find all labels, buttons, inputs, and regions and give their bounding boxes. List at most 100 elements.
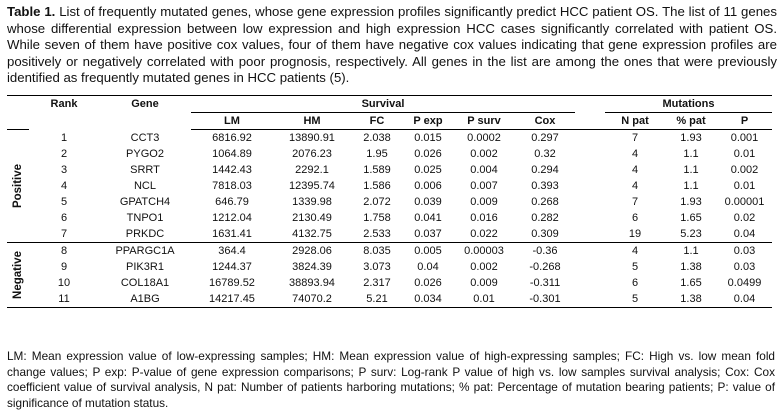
- cell-fc: 1.758: [363, 212, 391, 224]
- table-row: 6 TNPO1 1212.04 2130.49 1.758 0.041 0.016 0.282…: [7, 210, 772, 226]
- cell-pct-pat: 1.1: [683, 245, 699, 257]
- cell-pct-pat: 1.38: [680, 261, 702, 273]
- cell-p: 0.002: [730, 164, 759, 176]
- cell-p-exp: 0.015: [414, 132, 442, 144]
- cell-hm: 3824.39: [292, 261, 332, 273]
- table-label: Table 1.: [7, 4, 56, 19]
- cell-cox: 0.282: [531, 212, 559, 224]
- cell-cox: 0.268: [531, 196, 559, 208]
- cell-pct-pat: 1.1: [683, 180, 699, 192]
- cell-n-pat: 6: [631, 212, 639, 224]
- cell-fc: 1.589: [363, 164, 391, 176]
- table-row: Negative 8 PPARGC1A 364.4 2928.06 8.035 0.005 0…: [7, 242, 772, 308]
- cell-fc: 1.586: [363, 180, 391, 192]
- cell-pct-pat: 1.93: [680, 132, 702, 144]
- cell-hm: 13890.91: [289, 132, 335, 144]
- cell-rank: 10: [57, 277, 71, 289]
- cell-p-surv: 0.002: [470, 148, 498, 160]
- col-p-surv: P surv: [453, 112, 515, 130]
- cell-p-surv: 0.01: [453, 291, 515, 308]
- cell-fc: 3.073: [363, 261, 391, 273]
- cell-p-surv: 0.002: [470, 261, 498, 273]
- cell-cox: 0.297: [531, 132, 559, 144]
- cell-p: 0.00001: [724, 196, 765, 208]
- cell-hm: 4132.75: [273, 226, 351, 243]
- cell-gene: GPATCH4: [119, 196, 171, 208]
- cell-fc: 5.21: [351, 291, 403, 308]
- cell-gene: PIK3R1: [126, 261, 164, 273]
- cell-pct-pat: 1.65: [680, 277, 702, 289]
- cell-p: 0.04: [717, 291, 772, 308]
- cell-p: 0.0499: [727, 277, 762, 289]
- cell-rank: 9: [60, 261, 68, 273]
- cell-rank: 2: [60, 148, 68, 160]
- cell-cox: -0.311: [529, 277, 561, 289]
- cell-rank: 3: [60, 164, 68, 176]
- cell-rank: 5: [60, 196, 68, 208]
- cell-n-pat: 5: [605, 291, 665, 308]
- cell-lm: 7818.03: [212, 180, 252, 192]
- cell-pct-pat: 1.1: [683, 148, 699, 160]
- cell-cox: 0.32: [534, 148, 556, 160]
- cell-hm: 2130.49: [292, 212, 332, 224]
- cell-p: 0.03: [733, 261, 756, 273]
- cell-p-exp: 0.006: [414, 180, 442, 192]
- cell-rank: 8: [60, 245, 68, 257]
- cell-hm: 74070.2: [273, 291, 351, 308]
- cell-cox: -0.268: [529, 261, 561, 273]
- cell-n-pat: 5: [631, 261, 639, 273]
- col-pct-pat: % pat: [665, 112, 717, 130]
- cell-p-exp: 0.041: [414, 212, 442, 224]
- table-row: 7 PRKDC 1631.41 4132.75 2.533 0.037 0.022 0.309…: [7, 226, 772, 243]
- cell-p-exp: 0.026: [414, 277, 442, 289]
- cell-gene: SRRT: [130, 164, 160, 176]
- cell-pct-pat: 1.93: [680, 196, 702, 208]
- cell-p-surv: 0.0002: [467, 132, 501, 144]
- cell-p-surv: 0.016: [470, 212, 498, 224]
- table-caption: Table 1. List of frequently mutated gene…: [7, 4, 777, 87]
- cell-p-surv: 0.009: [470, 196, 498, 208]
- table-row: 10 COL18A1 16789.52 38893.94 2.317 0.026 0.009…: [7, 275, 772, 291]
- group-header-survival: Survival: [191, 96, 575, 113]
- cell-lm: 6816.92: [212, 132, 252, 144]
- cell-cox: 0.393: [531, 180, 559, 192]
- table-row: Positive 1 CCT3 6816.92 13890.91 2.038 0.015 0.…: [7, 129, 772, 243]
- cell-gene: PYGO2: [126, 148, 164, 160]
- cell-lm: 646.79: [215, 196, 249, 208]
- cell-p-exp: 0.039: [414, 196, 442, 208]
- cell-pct-pat: 1.65: [680, 212, 702, 224]
- cell-cox: -0.301: [515, 291, 575, 308]
- cell-p: 0.01: [733, 180, 756, 192]
- cell-hm: 38893.94: [289, 277, 335, 289]
- cell-gene: A1BG: [99, 291, 191, 308]
- cell-p-surv: 0.004: [470, 164, 498, 176]
- table-row: 3 SRRT 1442.43 2292.1 1.589 0.025 0.004 0.294 4 1…: [7, 162, 772, 178]
- cell-p: 0.02: [733, 212, 756, 224]
- cell-gene: PPARGC1A: [115, 245, 175, 257]
- cell-p-exp: 0.026: [414, 148, 442, 160]
- cell-cox: -0.36: [532, 245, 558, 257]
- cell-fc: 2.317: [363, 277, 391, 289]
- cell-p: 0.03: [733, 245, 756, 257]
- col-lm: LM: [191, 112, 273, 130]
- caption-text: List of frequently mutated genes, whose …: [7, 4, 777, 86]
- cell-p: 0.001: [730, 132, 759, 144]
- cell-n-pat: 4: [631, 245, 639, 257]
- group-label-cell: Negative: [7, 242, 29, 308]
- cell-rank: 11: [29, 291, 99, 308]
- cell-p-exp: 0.04: [417, 261, 439, 273]
- table-row: 5 GPATCH4 646.79 1339.98 2.072 0.039 0.009 0.26…: [7, 194, 772, 210]
- cell-p-exp: 0.005: [414, 245, 442, 257]
- cell-lm: 1631.41: [191, 226, 273, 243]
- cell-fc: 8.035: [363, 245, 391, 257]
- table-row: 9 PIK3R1 1244.37 3824.39 3.073 0.04 0.002 -0.26…: [7, 259, 772, 275]
- cell-fc: 2.038: [363, 132, 391, 144]
- cell-fc: 2.072: [363, 196, 391, 208]
- group-label: Positive: [12, 163, 24, 209]
- cell-rank: 6: [60, 212, 68, 224]
- cell-pct-pat: 1.1: [683, 164, 699, 176]
- cell-rank: 4: [60, 180, 68, 192]
- group-header-mutations: Mutations: [605, 96, 772, 113]
- cell-fc: 1.95: [366, 148, 388, 160]
- cell-rank: 1: [60, 131, 68, 144]
